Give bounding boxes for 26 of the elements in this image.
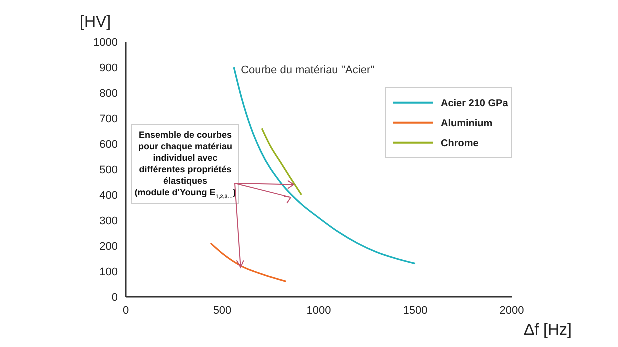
legend-label: Chrome	[441, 138, 480, 150]
line-series	[261, 128, 302, 196]
y-tick-label: 400	[100, 190, 118, 202]
annotation: Ensemble de courbes pour chaque matériau individuel avec différentes propriétés élastiques (module d'Young E$_{1,2,3…}$)	[134, 130, 236, 200]
y-tick-label: 200	[100, 240, 118, 253]
x-tick-label: 1000	[306, 305, 332, 317]
y-tick-label: 1000	[94, 36, 118, 49]
x-tick-label: 2000	[500, 305, 524, 317]
line-series	[233, 66, 416, 265]
y-tick-label: 900	[100, 62, 118, 74]
y-tick-label: 500	[100, 164, 118, 176]
legend-label: Aluminium	[441, 118, 493, 130]
annotation: Courbe du matériau ''Acier''	[241, 64, 375, 76]
legend-label: Acier 210 GPa	[441, 98, 509, 110]
y-axis-title: [HV]	[80, 14, 112, 31]
y-tick-label: 0	[112, 292, 118, 304]
y-tick-label: 800	[100, 88, 118, 100]
x-tick-label: 1500	[403, 305, 428, 317]
x-tick-label: 0	[122, 305, 130, 317]
y-tick-label: 700	[100, 113, 118, 126]
x-tick-label: 500	[213, 305, 232, 317]
y-tick-label: 600	[100, 138, 118, 151]
x-axis-title: Δf [Hz]	[524, 322, 572, 339]
y-tick-label: 100	[100, 266, 118, 278]
line-series	[210, 242, 287, 282]
y-tick-label: 300	[100, 215, 118, 228]
